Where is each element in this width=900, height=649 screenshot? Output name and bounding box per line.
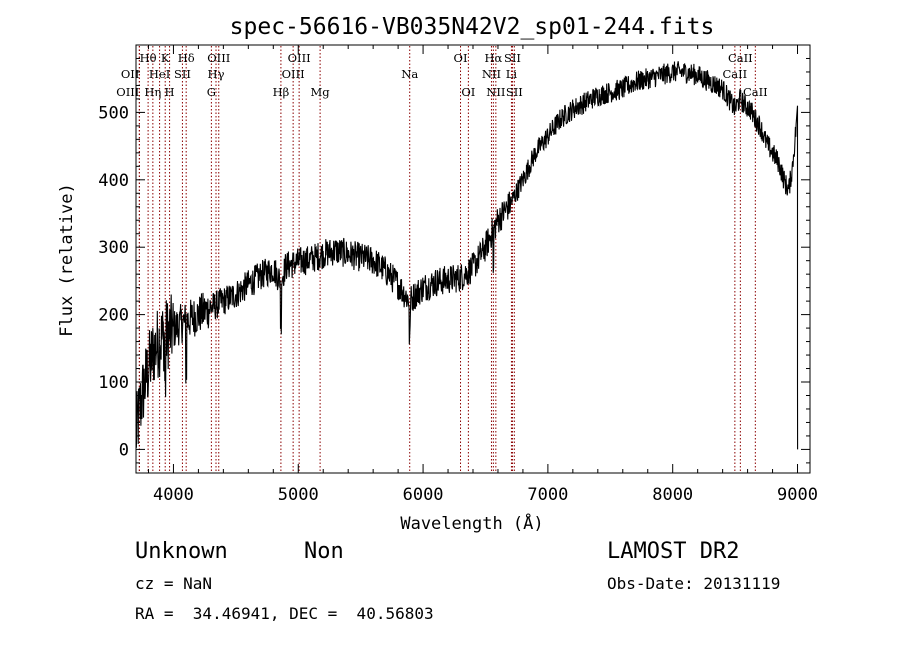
redshift-value: cz = NaN [135, 574, 213, 593]
x-tick-label: 6000 [403, 485, 444, 505]
y-axis-ticks: 0 100 200 300 400 500 [98, 57, 810, 464]
observation-date: Obs-Date: 20131119 [607, 574, 781, 593]
line-marker-label: Hβ [273, 85, 290, 99]
y-tick-label: 0 [119, 440, 129, 460]
line-marker-label: OIII [288, 51, 311, 65]
y-tick-label: 300 [98, 238, 129, 258]
coordinates: RA = 34.46941, DEC = 40.56803 [135, 604, 434, 623]
line-marker-label: Mg [311, 85, 331, 99]
x-tick-label: 7000 [527, 485, 568, 505]
line-marker-label: OI [454, 51, 468, 65]
line-marker-label: Na [401, 67, 418, 81]
line-marker-label: OI [461, 85, 475, 99]
line-marker-label: CaII [722, 67, 747, 81]
line-marker-label: SII [506, 85, 523, 99]
line-marker-label: G [207, 85, 216, 99]
line-marker-label: Hη [144, 85, 161, 99]
line-marker-label: Hα [484, 51, 502, 65]
y-axis-label: Flux (relative) [57, 183, 77, 337]
y-tick-label: 500 [98, 103, 129, 123]
emission-line-markers [138, 46, 756, 472]
x-axis-label: Wavelength (Å) [400, 512, 543, 534]
line-marker-label: OIII [207, 51, 230, 65]
object-subclass: Non [304, 539, 344, 564]
spectrum-line [135, 61, 799, 450]
line-marker-label: CaII [728, 51, 753, 65]
emission-line-labels: OII OIII Hθ HeI Hη K H SII Hδ OIII Hγ G Hβ OIII OIII Mg… [116, 51, 767, 99]
line-marker-label: OII [121, 67, 140, 81]
y-tick-label: 100 [98, 373, 129, 393]
chart-title: spec-56616-VB035N42V2_sp01-244.fits [230, 14, 715, 40]
x-tick-label: 8000 [652, 485, 693, 505]
x-tick-label: 9000 [777, 485, 818, 505]
line-marker-label: SII [504, 51, 521, 65]
line-marker-label: H [165, 85, 175, 99]
y-tick-label: 200 [98, 306, 129, 326]
line-marker-label: CaII [743, 85, 768, 99]
line-marker-label: Li [506, 67, 518, 81]
x-axis-ticks: 4000 5000 6000 7000 8000 9000 [147, 45, 818, 505]
x-tick-label: 5000 [278, 485, 319, 505]
line-marker-label: Hγ [208, 67, 225, 81]
line-marker-label: OIII [116, 85, 139, 99]
x-tick-label: 4000 [153, 485, 194, 505]
line-marker-label: OIII [282, 67, 305, 81]
object-class: Unknown [135, 539, 228, 564]
line-marker-label: HeI [149, 67, 170, 81]
line-marker-label: SII [174, 67, 191, 81]
line-marker-label: K [161, 51, 170, 65]
line-marker-label: Hθ [140, 51, 157, 65]
line-marker-label: Hδ [178, 51, 195, 65]
y-tick-label: 400 [98, 171, 129, 191]
line-marker-label: NII [486, 85, 505, 99]
line-marker-label: NII [482, 67, 501, 81]
survey-name: LAMOST DR2 [607, 539, 740, 564]
